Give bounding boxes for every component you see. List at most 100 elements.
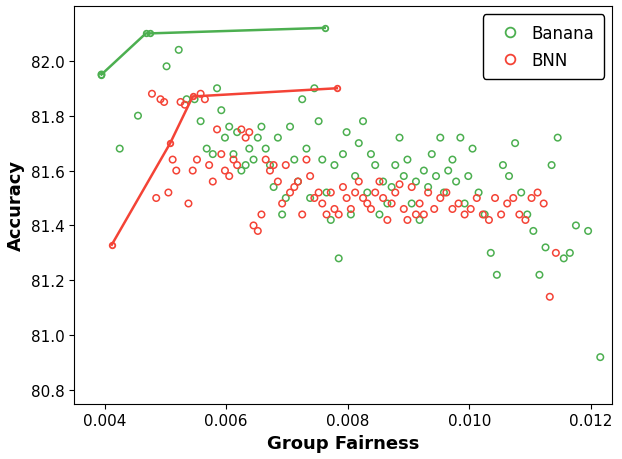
Point: [182, 96, 192, 104]
Point: [249, 222, 259, 230]
Point: [341, 195, 351, 202]
Point: [322, 211, 332, 218]
Point: [285, 124, 295, 131]
Point: [354, 179, 364, 186]
Point: [196, 91, 206, 98]
Point: [463, 173, 473, 180]
Point: [220, 168, 230, 175]
Point: [402, 157, 412, 164]
Point: [399, 173, 409, 180]
Point: [171, 168, 181, 175]
Point: [346, 206, 356, 213]
Point: [455, 134, 465, 142]
Point: [378, 179, 388, 186]
Point: [415, 201, 425, 208]
Point: [358, 118, 368, 126]
Point: [527, 195, 537, 202]
Point: [559, 255, 569, 263]
Point: [220, 134, 230, 142]
Point: [265, 162, 275, 169]
Point: [244, 146, 254, 153]
Point: [411, 179, 421, 186]
Point: [423, 190, 433, 197]
Point: [228, 157, 238, 164]
Point: [453, 201, 463, 208]
Y-axis label: Accuracy: Accuracy: [7, 160, 25, 251]
Point: [521, 217, 531, 224]
Point: [241, 134, 251, 142]
Point: [228, 151, 238, 158]
Point: [253, 228, 262, 235]
Point: [293, 179, 303, 186]
Point: [383, 217, 392, 224]
Point: [415, 217, 425, 224]
Legend: Banana, BNN: Banana, BNN: [483, 15, 604, 79]
Point: [241, 162, 251, 169]
Point: [196, 118, 206, 126]
Point: [151, 195, 161, 202]
Point: [447, 157, 457, 164]
Point: [334, 255, 344, 263]
Point: [431, 173, 441, 180]
Point: [442, 190, 452, 197]
Point: [551, 250, 561, 257]
Point: [277, 201, 287, 208]
Point: [539, 201, 549, 208]
Point: [374, 211, 384, 218]
Point: [496, 211, 506, 218]
Point: [269, 162, 279, 169]
Point: [547, 162, 557, 169]
Point: [317, 157, 327, 164]
Point: [504, 173, 514, 180]
Point: [256, 124, 266, 131]
Point: [302, 146, 312, 153]
Point: [460, 211, 470, 218]
Point: [419, 211, 429, 218]
Point: [168, 157, 178, 164]
Point: [261, 157, 271, 164]
Point: [313, 190, 323, 197]
Point: [429, 206, 439, 213]
Point: [478, 211, 488, 218]
Point: [534, 272, 544, 279]
Point: [541, 244, 550, 252]
Point: [334, 211, 344, 218]
Point: [350, 190, 360, 197]
Point: [212, 85, 222, 93]
Point: [175, 99, 185, 106]
Point: [297, 211, 307, 218]
Point: [402, 217, 412, 224]
Point: [532, 190, 542, 197]
Point: [164, 190, 174, 197]
Point: [390, 190, 400, 197]
Point: [565, 250, 575, 257]
Point: [277, 211, 287, 218]
Point: [216, 151, 226, 158]
Point: [468, 146, 478, 153]
Point: [249, 157, 259, 164]
Point: [285, 190, 295, 197]
Point: [96, 72, 106, 79]
Point: [244, 129, 254, 136]
Point: [289, 184, 299, 191]
Point: [322, 190, 332, 197]
Point: [472, 195, 482, 202]
Point: [522, 211, 532, 218]
Point: [309, 85, 319, 93]
Point: [225, 124, 234, 131]
Point: [159, 99, 169, 106]
Point: [338, 151, 348, 158]
Point: [374, 179, 384, 186]
Point: [366, 151, 376, 158]
Point: [256, 211, 266, 218]
Point: [366, 206, 376, 213]
Point: [192, 157, 202, 164]
Point: [419, 168, 429, 175]
Point: [232, 129, 242, 136]
Point: [289, 157, 299, 164]
Point: [208, 179, 218, 186]
Point: [273, 134, 283, 142]
Point: [326, 217, 336, 224]
Point: [510, 140, 520, 147]
Point: [114, 146, 124, 153]
